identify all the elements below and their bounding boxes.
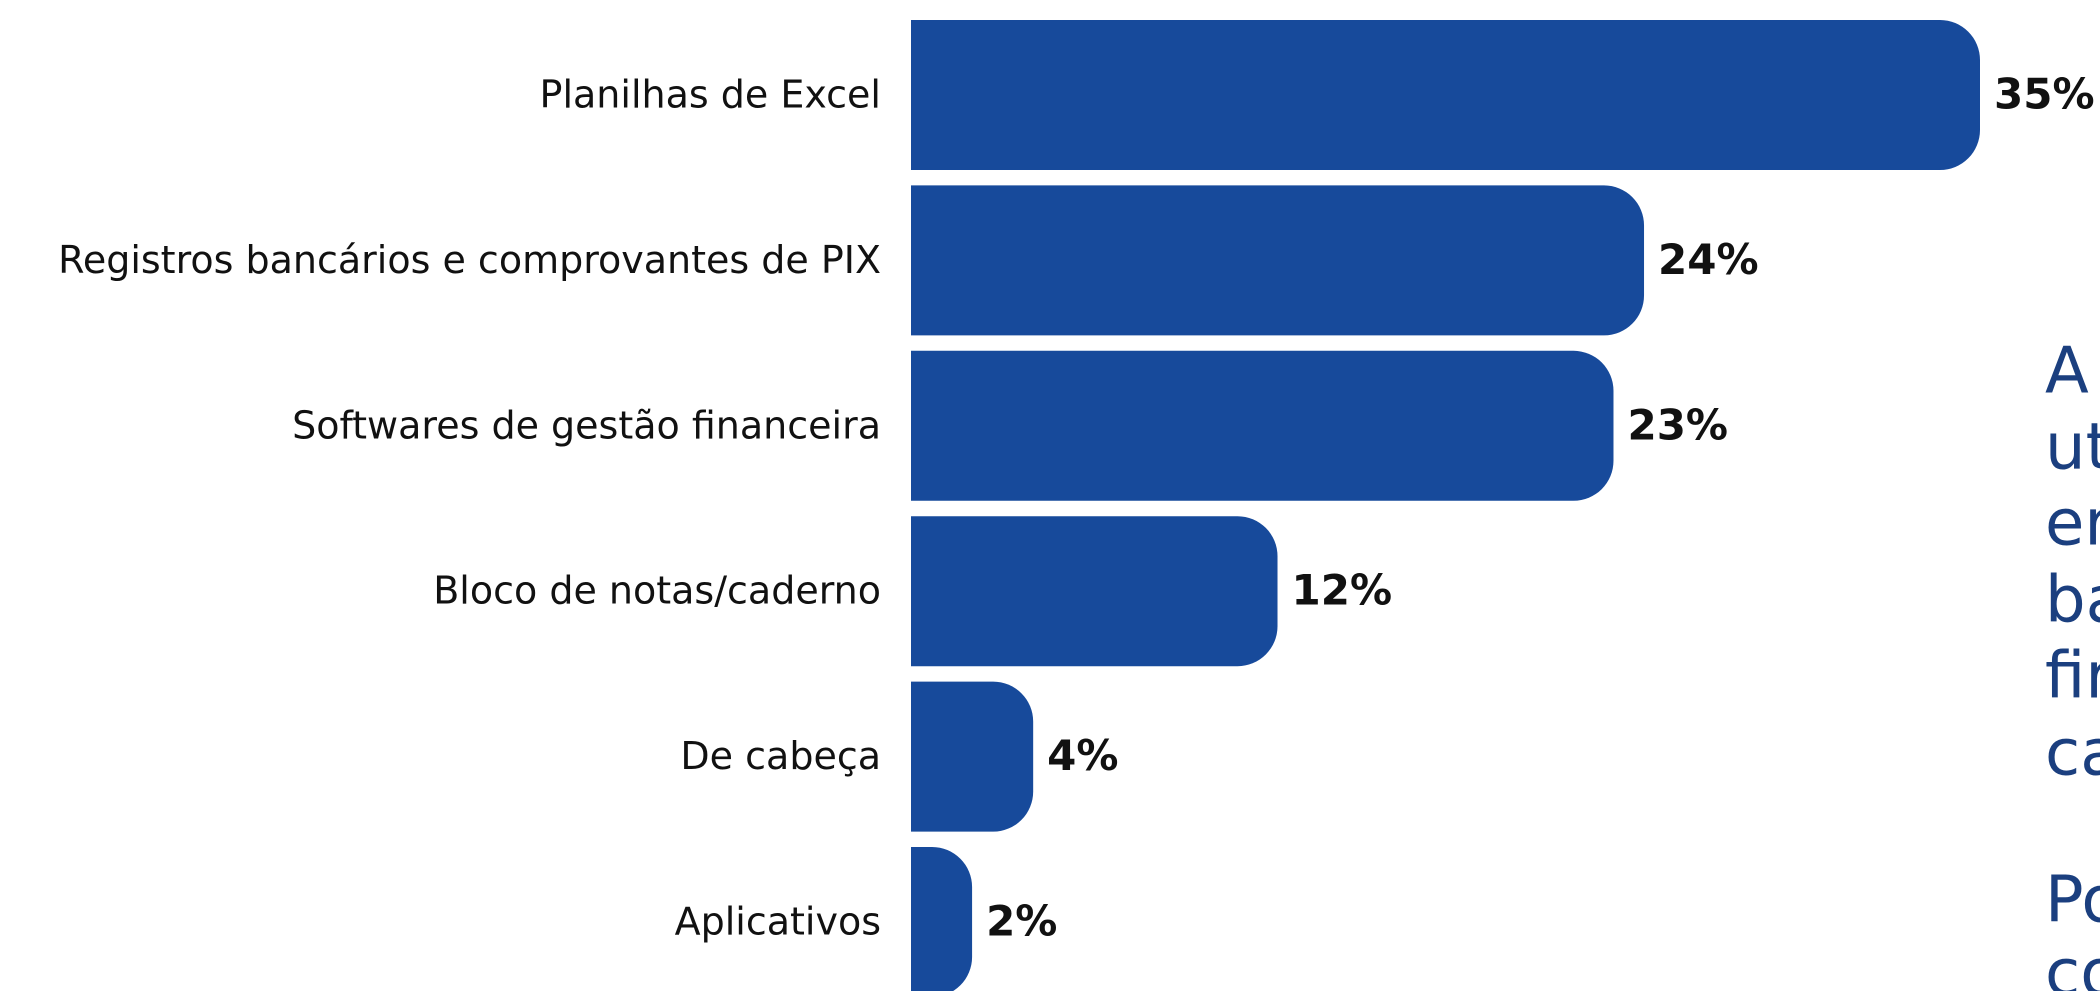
value-label: 4% [1047,731,1118,780]
value-label: 23% [1627,400,1728,449]
annotation-text: co [2045,937,2100,991]
category-label: Softwares de gestão financeira [292,403,881,447]
category-label: Registros bancários e comprovantes de PI… [58,238,881,282]
category-label: Planilhas de Excel [540,73,881,117]
annotation-text: A [2045,335,2089,409]
value-label: 2% [986,897,1057,946]
category-label: De cabeça [680,734,881,778]
annotation-text: er [2045,487,2100,561]
annotation-text: Po [2045,864,2100,938]
category-label: Bloco de notas/caderno [433,569,881,613]
category-label: Aplicativos [675,900,881,944]
annotation-text: ba [2045,564,2100,638]
annotation-text: ca [2045,717,2100,791]
bar [911,185,1645,336]
bar [911,516,1278,667]
bar [911,847,973,991]
value-label: 24% [1658,235,1759,284]
value-label: 12% [1292,566,1393,615]
bar [911,20,1980,170]
value-label: 35% [1994,70,2095,119]
bar [911,681,1034,832]
annotation-text: ut [2045,411,2100,485]
bar [911,350,1614,501]
annotation-text: fir [2045,640,2100,714]
